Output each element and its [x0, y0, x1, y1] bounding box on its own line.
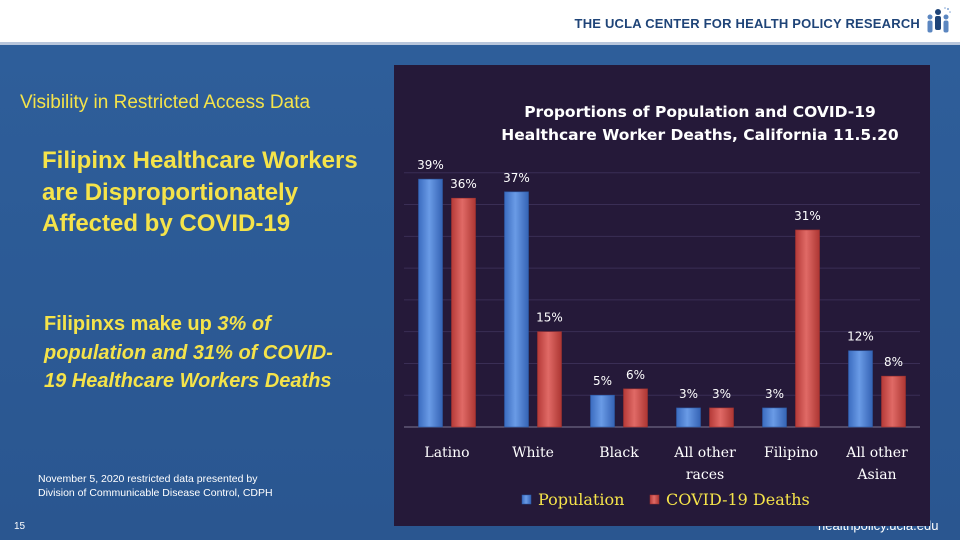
legend-swatch-population — [521, 494, 532, 505]
data-label: 3% — [765, 387, 784, 401]
category-label: Black — [599, 445, 639, 461]
bar-deaths — [795, 229, 820, 428]
bar-population — [504, 191, 529, 428]
category-label: All other — [845, 445, 908, 461]
slide-number: 15 — [14, 521, 26, 532]
source-line-2: Division of Communicable Disease Control… — [38, 487, 273, 499]
chart-panel: 39% 36% Latino 37% 15% White 5% 6% Black 3% 3% All … — [394, 65, 930, 526]
data-label: 37% — [503, 171, 530, 185]
bar-chart: 39% 36% Latino 37% 15% White 5% 6% Black 3% 3% All … — [404, 103, 920, 509]
legend-label-population: Population — [538, 490, 624, 509]
people-group-icon — [927, 7, 951, 33]
slide-subtitle: Visibility in Restricted Access Data — [20, 92, 311, 113]
data-label: 39% — [417, 158, 444, 172]
legend-label-deaths: COVID-19 Deaths — [666, 490, 810, 509]
data-label: 8% — [884, 355, 903, 369]
category-label: Filipino — [764, 445, 818, 461]
bar-deaths — [451, 197, 476, 428]
category-label: races — [686, 467, 724, 483]
data-label: 31% — [794, 209, 821, 223]
bar-population — [762, 407, 787, 428]
stat-lead: Filipinxs make up — [44, 313, 218, 335]
bar-deaths — [537, 331, 562, 428]
legend-swatch-deaths — [649, 494, 660, 505]
bar-population — [676, 407, 701, 428]
data-label: 5% — [593, 374, 612, 388]
data-label: 12% — [847, 330, 874, 344]
category-label: All other — [673, 445, 736, 461]
data-label: 3% — [712, 387, 731, 401]
bar-population — [590, 394, 615, 428]
data-source-note: November 5, 2020 restricted data present… — [38, 472, 338, 500]
chart-title-line-1: Proportions of Population and COVID-19 — [524, 103, 876, 121]
bar-population — [418, 178, 443, 428]
stat-emphasis: 3% of population and 31% of COVID-19 Hea… — [44, 313, 333, 392]
category-label: White — [512, 445, 554, 461]
bar-deaths — [881, 375, 906, 428]
data-label: 36% — [450, 177, 477, 191]
key-statistic: Filipinxs make up 3% of population and 3… — [44, 310, 344, 396]
bar-population — [848, 350, 873, 428]
data-label: 6% — [626, 368, 645, 382]
bar-deaths — [709, 407, 734, 428]
category-label: Latino — [424, 445, 469, 461]
data-label: 15% — [536, 311, 563, 325]
org-name: THE UCLA CENTER FOR HEALTH POLICY RESEAR… — [574, 16, 920, 31]
data-label: 3% — [679, 387, 698, 401]
source-line-1: November 5, 2020 restricted data present… — [38, 473, 258, 485]
slide-headline: Filipinx Healthcare Workers are Dispropo… — [42, 147, 358, 237]
header-bar — [0, 0, 960, 42]
bar-deaths — [623, 388, 648, 428]
header-divider — [0, 42, 960, 45]
chart-title-line-2: Healthcare Worker Deaths, California 11.… — [501, 126, 899, 144]
category-label: Asian — [856, 467, 896, 483]
